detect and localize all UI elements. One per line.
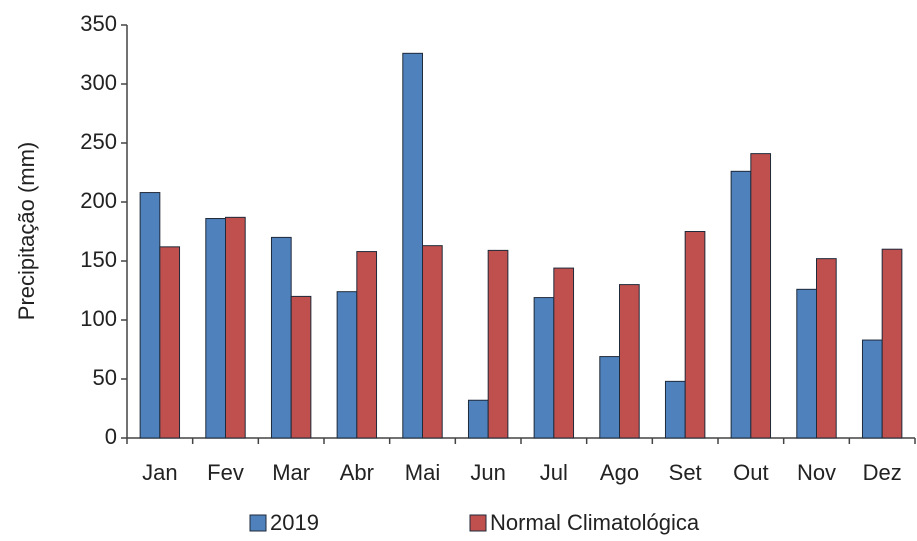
bar [402, 52, 423, 439]
x-tick-label: Jan [142, 460, 177, 485]
y-tick-label: 350 [80, 11, 117, 36]
x-tick-label: Jun [470, 460, 505, 485]
x-tick-label: Mar [272, 460, 310, 485]
bar [553, 267, 575, 439]
legend-swatch [469, 514, 487, 532]
bar [619, 284, 640, 439]
bar [356, 251, 378, 439]
bar [205, 218, 227, 439]
bar [664, 380, 686, 439]
bar [270, 236, 292, 439]
bar [881, 248, 903, 439]
bar [336, 291, 358, 439]
y-tick-label: 200 [80, 188, 117, 213]
bar [684, 231, 706, 439]
bar [139, 192, 161, 439]
y-tick-label: 150 [80, 247, 117, 272]
y-tick-label: 100 [80, 306, 117, 331]
bar [750, 153, 772, 439]
bar [290, 295, 312, 439]
y-axis-label: Precipitação (mm) [14, 142, 39, 320]
bar [422, 245, 443, 439]
bar [533, 297, 555, 439]
x-tick-label: Abr [340, 460, 374, 485]
legend-label: Normal Climatológica [490, 510, 700, 535]
y-tick-label: 50 [93, 365, 117, 390]
legend-label: 2019 [270, 510, 319, 535]
x-tick-label: Ago [600, 460, 639, 485]
x-tick-label: Set [669, 460, 702, 485]
x-tick-label: Nov [797, 460, 836, 485]
y-tick-label: 0 [105, 424, 117, 449]
x-tick-label: Fev [207, 460, 244, 485]
bar [816, 258, 837, 439]
y-tick-label: 300 [80, 70, 117, 95]
bar [467, 399, 489, 439]
bar [599, 356, 620, 439]
y-tick-label: 250 [80, 129, 117, 154]
bar [487, 249, 509, 439]
bar [730, 170, 752, 439]
x-tick-label: Mai [405, 460, 440, 485]
bar [159, 246, 181, 439]
x-tick-label: Dez [863, 460, 902, 485]
x-tick-label: Out [733, 460, 768, 485]
legend-swatch [249, 514, 267, 532]
bar [861, 339, 883, 439]
bar [796, 288, 817, 439]
bar [225, 216, 246, 439]
x-tick-label: Jul [540, 460, 568, 485]
